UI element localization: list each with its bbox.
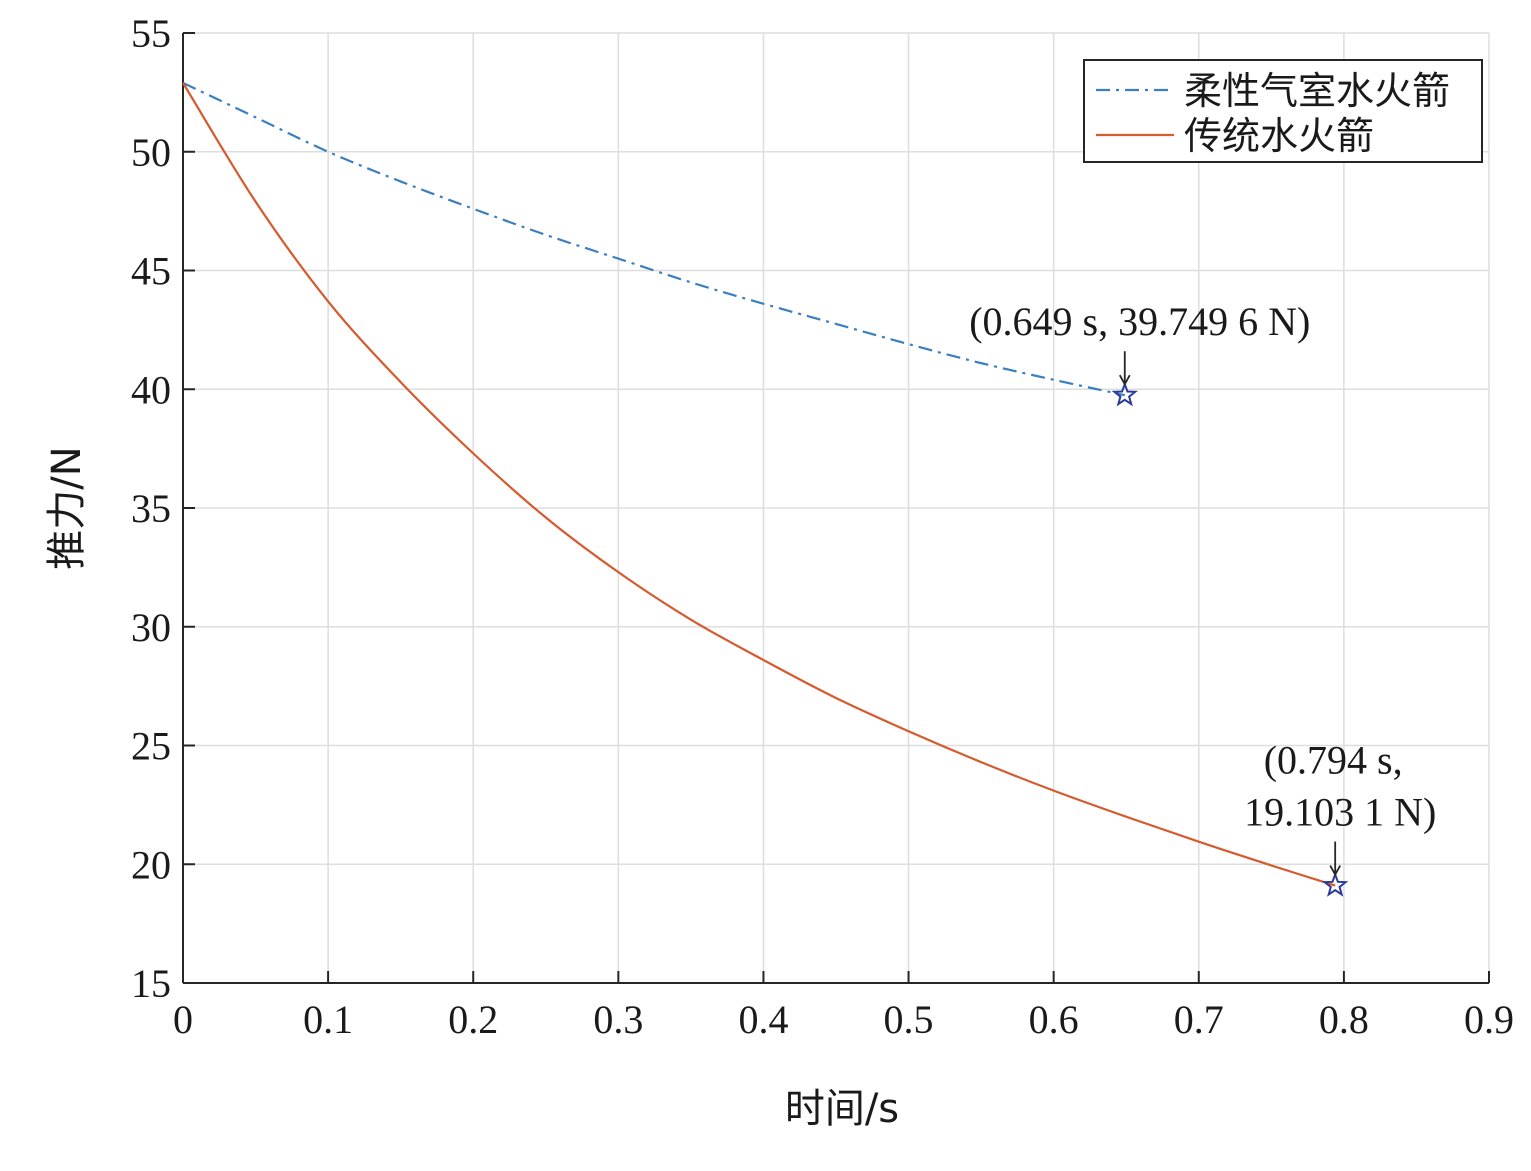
y-tick-label: 15 bbox=[131, 961, 171, 1006]
annotation-label: (0.649 s, 39.749 6 N) bbox=[969, 299, 1310, 344]
series-layer bbox=[182, 81, 1336, 887]
annotation-label: 19.103 1 N) bbox=[1244, 790, 1436, 835]
x-axis-label: 时间/s bbox=[785, 1086, 899, 1132]
y-tick-label: 45 bbox=[131, 249, 171, 294]
x-tick-label: 0.6 bbox=[1029, 997, 1079, 1042]
series-line-0 bbox=[182, 81, 1126, 397]
x-tick-label: 0.2 bbox=[448, 997, 498, 1042]
x-tick-label: 0.4 bbox=[738, 997, 788, 1042]
y-tick-label: 25 bbox=[131, 724, 171, 769]
annotations: (0.649 s, 39.749 6 N) (0.794 s, 19.103 1 N… bbox=[969, 299, 1436, 897]
y-tick-label: 50 bbox=[131, 130, 171, 175]
data-point-star-marker bbox=[1111, 381, 1138, 407]
legend-box bbox=[1083, 59, 1483, 163]
axes: 0 0.1 0.2 0.3 0.4 0.5 0.6 0.7 0.8 0.9 15 20 25 30 35 40… bbox=[131, 11, 1514, 1042]
x-tick-label: 0.9 bbox=[1464, 997, 1514, 1042]
legend-label-1: 传统水火箭 bbox=[1184, 114, 1374, 158]
annotation-label: (0.794 s, bbox=[1264, 738, 1403, 783]
x-tick-label: 0.8 bbox=[1319, 997, 1369, 1042]
y-tick-label: 40 bbox=[131, 367, 171, 412]
y-axis-label: 推力/N bbox=[44, 446, 90, 569]
y-tick-label: 35 bbox=[131, 486, 171, 531]
data-point-star-marker bbox=[1321, 871, 1349, 897]
y-tick-label: 55 bbox=[131, 11, 171, 56]
annotation-arrowhead bbox=[1118, 374, 1131, 387]
x-tick-label: 0.3 bbox=[593, 997, 643, 1042]
x-tick-label: 0.7 bbox=[1174, 997, 1224, 1042]
y-tick-label: 20 bbox=[131, 842, 171, 887]
legend-label-0: 柔性气室水火箭 bbox=[1184, 69, 1450, 113]
x-tick-label: 0.1 bbox=[303, 997, 353, 1042]
x-tick-label: 0.5 bbox=[884, 997, 934, 1042]
annotation-arrowhead bbox=[1329, 865, 1341, 877]
x-tick-label: 0 bbox=[173, 997, 193, 1042]
series-line-1 bbox=[182, 82, 1336, 887]
y-tick-label: 30 bbox=[131, 605, 171, 650]
